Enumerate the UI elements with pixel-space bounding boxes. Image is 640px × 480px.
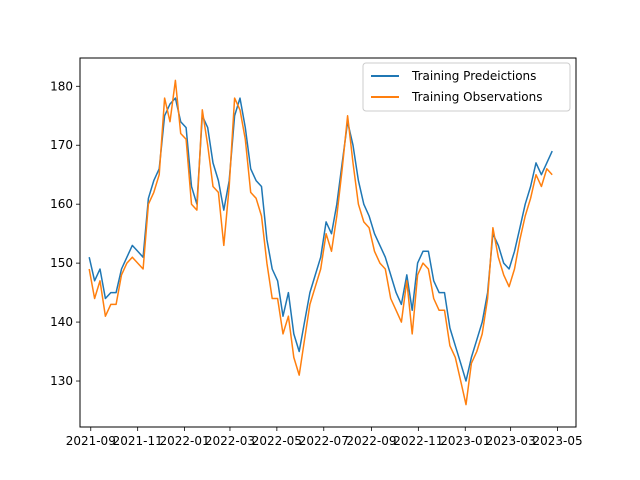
y-tick-label: 180 <box>50 79 73 93</box>
x-tick-label: 2023-03 <box>486 434 536 448</box>
legend: Training Predeictions Training Observati… <box>362 62 571 112</box>
x-tick-label: 2022-03 <box>205 434 255 448</box>
y-tick-label: 160 <box>50 197 73 211</box>
series-line-observations <box>88 79 553 406</box>
x-tick-label: 2023-01 <box>440 434 490 448</box>
y-axis: 130 140 150 160 170 180 <box>50 79 80 388</box>
x-tick-label: 2021-11 <box>113 434 163 448</box>
axes-background <box>80 58 576 427</box>
x-tick-label: 2021-09 <box>66 434 116 448</box>
x-axis: 2021-092021-112022-012022-032022-052022-… <box>66 427 583 448</box>
x-tick-label: 2022-05 <box>252 434 302 448</box>
x-tick-label: 2022-09 <box>346 434 396 448</box>
y-tick-label: 130 <box>50 374 73 388</box>
series-layer <box>88 79 553 406</box>
y-tick-label: 170 <box>50 138 73 152</box>
legend-box <box>362 62 571 112</box>
x-tick-label: 2023-05 <box>532 434 582 448</box>
y-tick-label: 150 <box>50 256 73 270</box>
y-tick-label: 140 <box>50 315 73 329</box>
x-tick-label: 2022-11 <box>393 434 443 448</box>
legend-label-observations: Training Observations <box>411 90 543 104</box>
x-tick-label: 2022-07 <box>299 434 349 448</box>
x-tick-label: 2022-01 <box>160 434 210 448</box>
axes-frame <box>79 57 577 428</box>
plot-area <box>79 57 577 428</box>
series-line-predictions <box>88 97 553 382</box>
legend-label-predictions: Training Predeictions <box>411 69 536 83</box>
